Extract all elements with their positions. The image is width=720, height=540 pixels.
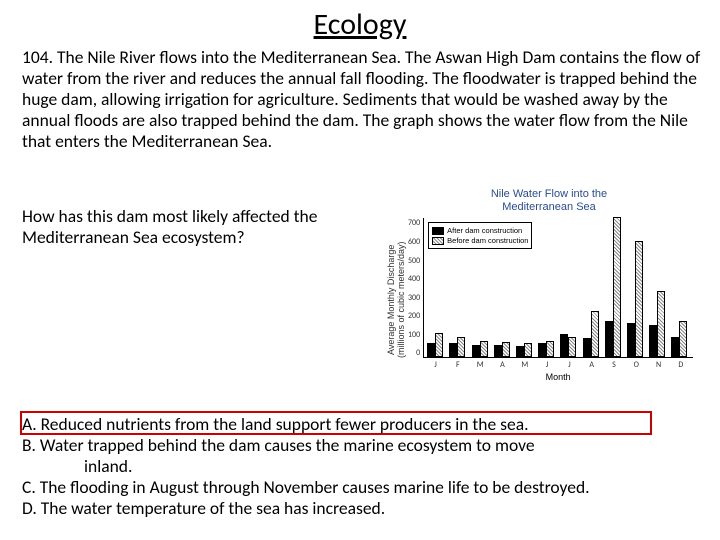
- month-group: [472, 341, 491, 357]
- plot-column: After dam construction Before dam constr…: [423, 218, 693, 382]
- ylabel-2: (millions of cubic meters/day): [396, 242, 406, 359]
- month-group: [427, 333, 446, 357]
- ytick: 0: [408, 348, 420, 358]
- month-group: [560, 334, 579, 357]
- bar-before: [546, 341, 554, 357]
- bar-after: [605, 321, 613, 357]
- bar-after: [427, 343, 435, 357]
- bar-before: [679, 321, 687, 357]
- ylabel-1: Average Monthly Discharge: [386, 245, 396, 355]
- bar-before: [635, 241, 643, 357]
- month-group: [583, 311, 602, 357]
- month-group: [627, 241, 646, 357]
- chart-title-line1: Nile Water Flow into the: [491, 188, 607, 200]
- month-group: [516, 343, 535, 357]
- bar-after: [560, 334, 568, 357]
- y-axis-ticks-wrap: 700 600 500 400 300 200 100 0: [408, 218, 423, 382]
- xtick: J: [560, 360, 579, 370]
- bar-after: [516, 346, 524, 357]
- bar-after: [494, 345, 502, 357]
- ytick: 100: [408, 330, 420, 340]
- question-body: 104. The Nile River flows into the Medit…: [0, 47, 720, 152]
- answer-choices: A. Reduced nutrients from the land suppo…: [22, 414, 702, 519]
- ytick: 500: [408, 256, 420, 266]
- month-group: [671, 321, 690, 357]
- bar-before: [524, 343, 532, 357]
- chart-title: Nile Water Flow into the Mediterranean S…: [384, 188, 714, 214]
- xtick: M: [515, 360, 534, 370]
- bar-after: [449, 343, 457, 357]
- answer-b: B. Water trapped behind the dam causes t…: [22, 435, 702, 456]
- bar-before: [435, 333, 443, 357]
- ytick: 300: [408, 293, 420, 303]
- plot-area: After dam construction Before dam constr…: [423, 218, 693, 358]
- y-axis-label: Average Monthly Discharge (millions of c…: [384, 218, 408, 382]
- xtick: J: [426, 360, 445, 370]
- answer-b-cont: inland.: [22, 456, 702, 477]
- bar-before: [457, 337, 465, 357]
- xtick: F: [448, 360, 467, 370]
- xtick: A: [493, 360, 512, 370]
- month-group: [605, 217, 624, 357]
- x-axis-ticks: JFMAMJJASOND: [423, 358, 693, 370]
- month-group: [494, 342, 513, 357]
- month-group: [449, 337, 468, 357]
- ytick: 200: [408, 311, 420, 321]
- y-axis-ticks: 700 600 500 400 300 200 100 0: [408, 218, 423, 358]
- bar-before: [568, 337, 576, 357]
- answer-d: D. The water temperature of the sea has …: [22, 498, 702, 519]
- month-group: [649, 291, 668, 357]
- bar-before: [613, 217, 621, 357]
- bars-container: [424, 218, 693, 357]
- chart-title-line2: Mediterranean Sea: [502, 201, 596, 213]
- xtick: A: [582, 360, 601, 370]
- chart-area: Average Monthly Discharge (millions of c…: [384, 218, 714, 382]
- xtick: N: [649, 360, 668, 370]
- xtick: S: [605, 360, 624, 370]
- bar-after: [538, 343, 546, 357]
- x-axis-label: Month: [423, 372, 693, 382]
- answer-c: C. The flooding in August through Novemb…: [22, 477, 702, 498]
- bar-before: [502, 342, 510, 357]
- bar-before: [480, 341, 488, 357]
- bar-before: [657, 291, 665, 357]
- bar-after: [627, 323, 635, 357]
- month-group: [538, 341, 557, 357]
- answer-a: A. Reduced nutrients from the land suppo…: [22, 414, 702, 435]
- ytick: 700: [408, 218, 420, 228]
- ytick: 600: [408, 237, 420, 247]
- xtick: O: [627, 360, 646, 370]
- bar-after: [583, 338, 591, 357]
- bar-after: [472, 345, 480, 357]
- xtick: D: [671, 360, 690, 370]
- bar-before: [591, 311, 599, 357]
- ytick: 400: [408, 274, 420, 284]
- chart-container: Nile Water Flow into the Mediterranean S…: [384, 188, 714, 382]
- page-title: Ecology: [0, 0, 720, 47]
- xtick: M: [471, 360, 490, 370]
- bar-after: [649, 325, 657, 357]
- question-prompt: How has this dam most likely affected th…: [0, 206, 360, 248]
- xtick: J: [538, 360, 557, 370]
- bar-after: [671, 337, 679, 357]
